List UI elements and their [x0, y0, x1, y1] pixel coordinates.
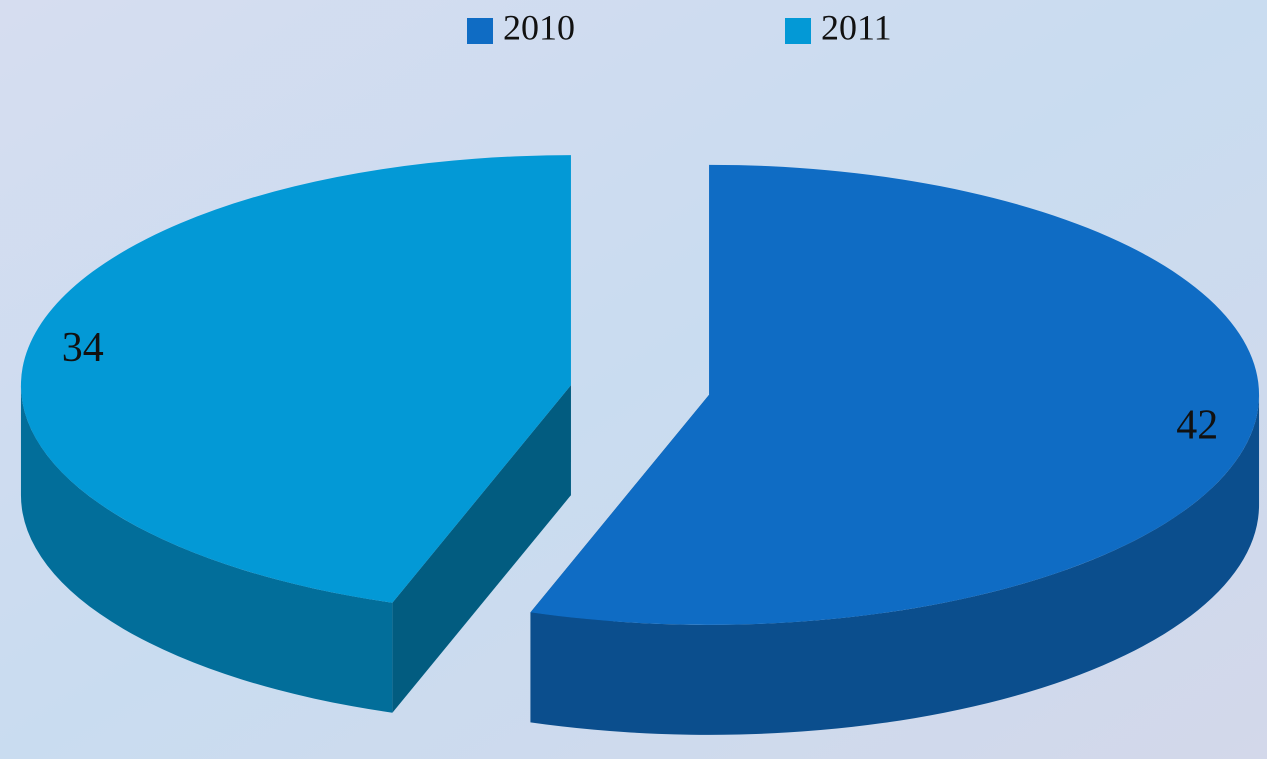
data-label: 34	[62, 325, 104, 371]
slice	[530, 164, 1260, 625]
legend-swatch	[785, 18, 811, 44]
slice-side	[20, 385, 393, 713]
legend-swatch	[467, 18, 493, 44]
legend-label: 2011	[821, 7, 892, 47]
legend-label: 2010	[503, 7, 575, 47]
slice-wall	[392, 385, 571, 713]
slice	[20, 155, 571, 603]
data-label: 42	[1176, 403, 1218, 449]
slice-side	[530, 394, 1260, 735]
